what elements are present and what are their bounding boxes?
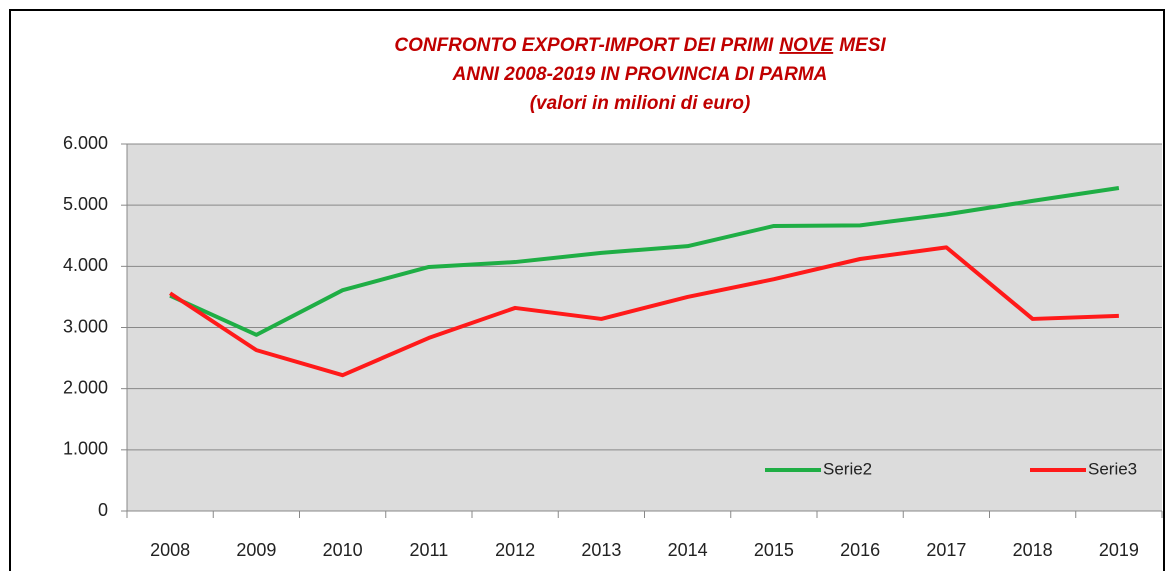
y-tick-label: 2.000 bbox=[63, 377, 108, 397]
y-tick-label: 1.000 bbox=[63, 439, 108, 459]
title-part: NOVE bbox=[779, 35, 834, 56]
legend-label: Serie3 bbox=[1088, 459, 1137, 478]
x-tick-label: 2010 bbox=[323, 540, 363, 560]
chart-title: CONFRONTO EXPORT-IMPORT DEI PRIMI NOVE MES… bbox=[394, 35, 886, 114]
x-tick-label: 2008 bbox=[150, 540, 190, 560]
title-part: MESI bbox=[839, 35, 886, 56]
x-tick-label: 2013 bbox=[581, 540, 621, 560]
x-tick-label: 2018 bbox=[1013, 540, 1053, 560]
x-tick-label: 2009 bbox=[236, 540, 276, 560]
title-line: ANNI 2008-2019 IN PROVINCIA DI PARMA bbox=[452, 64, 828, 85]
y-tick-label: 5.000 bbox=[63, 194, 108, 214]
x-tick-label: 2011 bbox=[410, 540, 449, 560]
legend-label: Serie2 bbox=[823, 459, 872, 478]
x-tick-label: 2014 bbox=[668, 540, 708, 560]
title-part: CONFRONTO EXPORT-IMPORT DEI PRIMI bbox=[394, 35, 774, 56]
series-line bbox=[169, 245, 1119, 378]
title-line: (valori in milioni di euro) bbox=[530, 93, 751, 114]
x-tick-label: 2016 bbox=[840, 540, 880, 560]
title-line: CONFRONTO EXPORT-IMPORT DEI PRIMI NOVE MES… bbox=[394, 35, 886, 56]
y-tick-label: 0 bbox=[98, 500, 108, 520]
series-line bbox=[169, 186, 1120, 337]
y-tick-label: 3.000 bbox=[63, 316, 108, 336]
x-tick-label: 2017 bbox=[926, 540, 966, 560]
x-tick-label: 2015 bbox=[754, 540, 794, 560]
x-tick-label: 2012 bbox=[495, 540, 535, 560]
y-tick-label: 4.000 bbox=[63, 255, 108, 275]
y-tick-label: 6.000 bbox=[63, 133, 108, 153]
x-tick-label: 2019 bbox=[1099, 540, 1139, 560]
